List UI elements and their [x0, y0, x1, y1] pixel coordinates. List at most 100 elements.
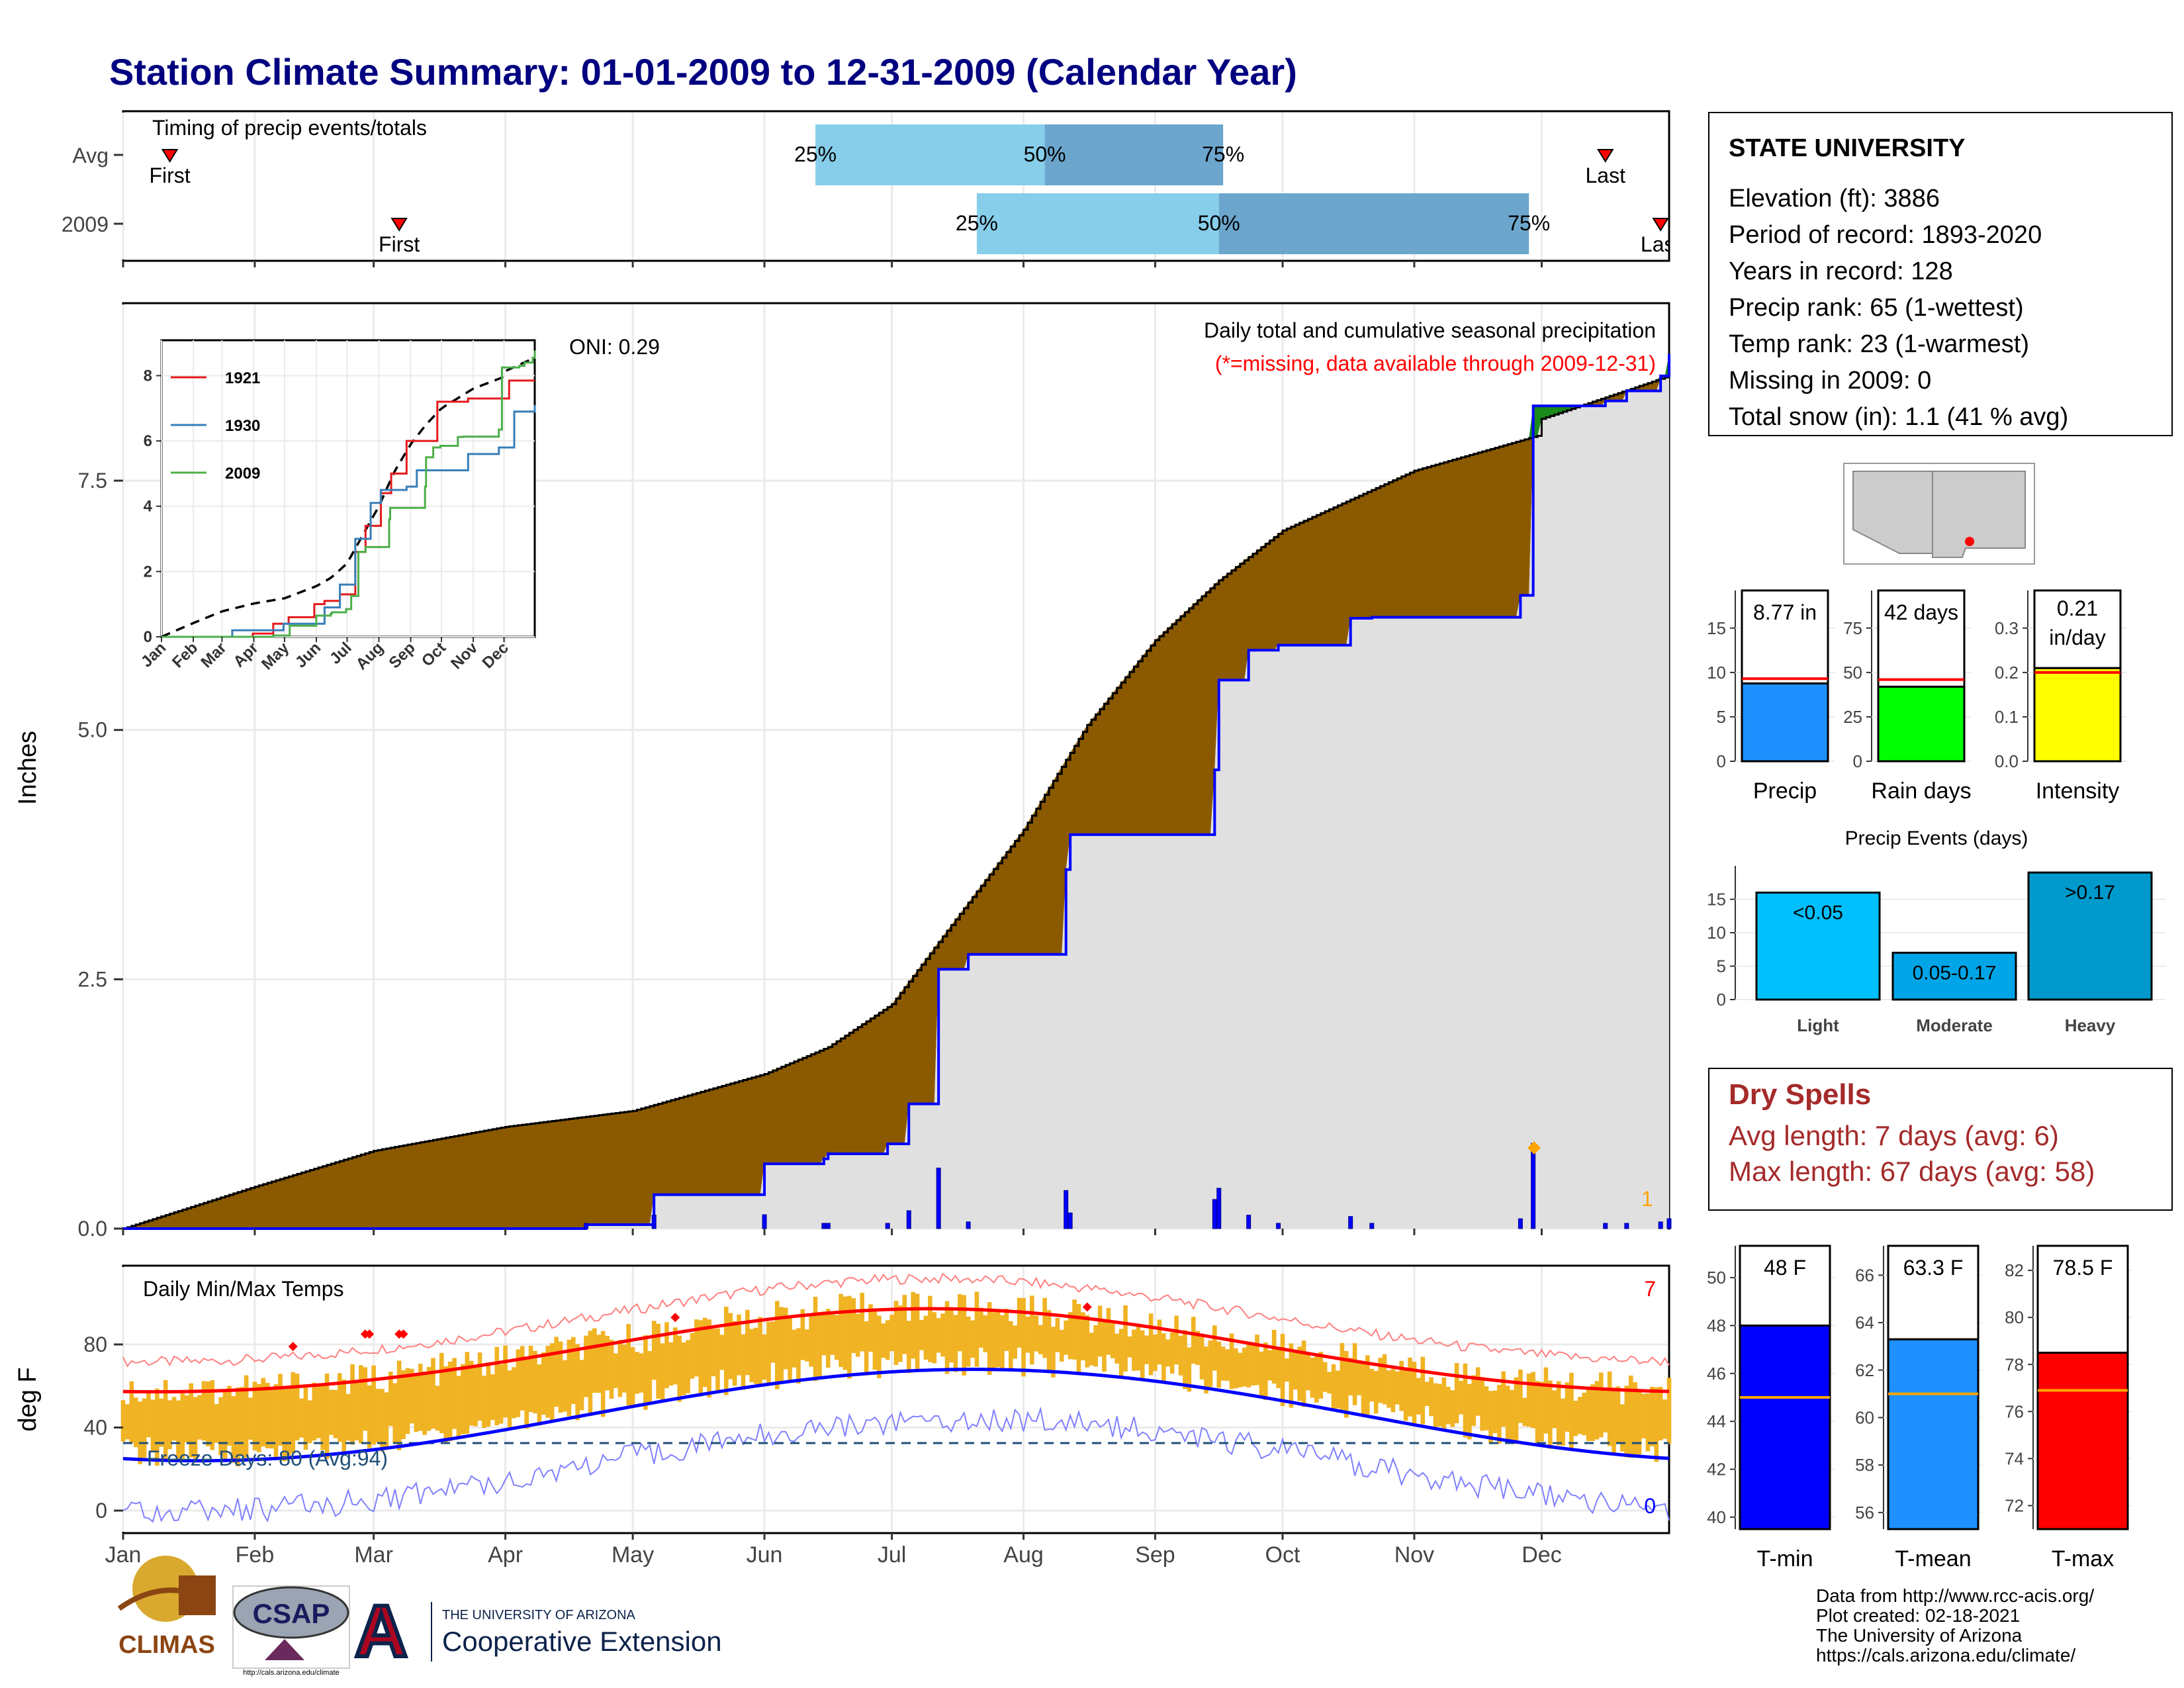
- timing-panel-label: Timing of precip events/totals: [152, 116, 427, 140]
- csap-logo-text: CSAP: [253, 1598, 330, 1629]
- daily-temp-bar: [1136, 1327, 1141, 1371]
- daily-temp-bar: [1561, 1398, 1565, 1446]
- daily-temp-bar: [1535, 1381, 1540, 1444]
- timing-bar-q25-q50: [976, 193, 1219, 254]
- daily-temp-bar: [860, 1292, 864, 1352]
- temp-stat-1-ytick-label: 58: [1855, 1455, 1874, 1475]
- precip-stat-1-category-label: Rain days: [1871, 778, 1971, 804]
- daily-temp-bar: [193, 1397, 198, 1459]
- month-label: Jan: [105, 1542, 142, 1568]
- daily-precip-bar: [762, 1214, 767, 1229]
- daily-temp-bar: [549, 1343, 555, 1423]
- daily-temp-bar: [482, 1376, 486, 1429]
- daily-temp-bar: [1153, 1334, 1158, 1372]
- daily-temp-bar: [745, 1309, 750, 1376]
- daily-temp-bar: [1641, 1393, 1646, 1438]
- temp-stat-0-ytick-label: 40: [1707, 1507, 1726, 1527]
- daily-temp-bar: [1250, 1342, 1255, 1386]
- daily-temp-bar: [345, 1393, 351, 1441]
- events-category-label: Light: [1797, 1015, 1839, 1035]
- daily-temp-bar: [898, 1305, 903, 1362]
- temp-stat-0-ytick-label: 44: [1707, 1411, 1726, 1431]
- daily-temp-bar: [1343, 1350, 1349, 1418]
- daily-temp-bar: [1539, 1382, 1544, 1442]
- daily-temp-bar: [1484, 1386, 1489, 1430]
- daily-temp-bar: [788, 1318, 792, 1383]
- daily-temp-bar: [668, 1342, 674, 1386]
- station-details: Elevation (ft): 3886 Period of record: 18…: [1729, 185, 2068, 431]
- daily-temp-bar: [1191, 1317, 1196, 1364]
- inset-legend-label: 1921: [225, 369, 260, 387]
- precip-stat-1-label-box: [1877, 589, 1966, 688]
- daily-temp-bar: [940, 1313, 945, 1357]
- daily-temp-bar: [1220, 1346, 1226, 1381]
- temp-stat-1-ytick-label: 62: [1855, 1360, 1874, 1380]
- daily-temp-bar: [851, 1298, 856, 1353]
- month-axis: Jan Feb Mar Apr May Jun Jul Aug Sep Oct Nov Dec: [105, 1533, 1562, 1568]
- daily-temp-bar: [176, 1400, 181, 1460]
- daily-temp-bar: [690, 1333, 695, 1379]
- daily-temp-bar: [1582, 1392, 1586, 1436]
- daily-temp-bar: [1076, 1303, 1081, 1376]
- daily-temp-bar: [125, 1404, 130, 1440]
- daily-temp-bar: [600, 1331, 606, 1417]
- daily-temp-bar: [1115, 1333, 1120, 1364]
- daily-precip-bar: [584, 1223, 589, 1229]
- temp-stat-2-bar: [2036, 1351, 2129, 1530]
- daily-temp-bar: [902, 1295, 907, 1354]
- precip-y-axis: 0.0 2.5 5.0 7.5: [78, 469, 123, 1241]
- daily-temp-bar: [163, 1380, 168, 1462]
- daily-temp-bar: [222, 1389, 228, 1460]
- daily-temp-bar: [1106, 1307, 1111, 1355]
- record-high-line: [122, 1272, 1670, 1368]
- daily-temp-bar: [567, 1339, 572, 1417]
- ua-logo-small: THE UNIVERSITY OF ARIZONA: [442, 1608, 636, 1622]
- daily-temp-bar: [957, 1294, 962, 1352]
- daily-temp-bar: [410, 1368, 414, 1424]
- daily-precip-bar: [1658, 1221, 1663, 1229]
- footer-credits: Data from http://www.rcc-acis.org/Plot c…: [1816, 1585, 2094, 1665]
- daily-precip-bar: [1369, 1223, 1375, 1229]
- daily-temp-bar: [1612, 1387, 1616, 1454]
- daily-temp-bar: [1620, 1404, 1625, 1452]
- temp-stat-0-label-box: [1739, 1244, 1831, 1327]
- temp-stat-2-label-box: [2036, 1244, 2129, 1354]
- daily-temp-bar: [1072, 1299, 1077, 1360]
- precip-stat-1-ytick-label: 50: [1843, 663, 1862, 682]
- inset-1930-line: [161, 404, 536, 638]
- daily-temp-bar: [970, 1320, 975, 1358]
- inset-ytick-label: 4: [144, 498, 153, 516]
- daily-temp-bar: [1408, 1357, 1412, 1417]
- footer-line: The University of Arizona: [1816, 1625, 2023, 1646]
- daily-temp-bar: [291, 1372, 296, 1453]
- daily-temp-bar: [1068, 1312, 1073, 1360]
- daily-temp-bar: [868, 1304, 873, 1352]
- daily-temp-bar: [1183, 1330, 1187, 1389]
- daily-precip-bar: [1348, 1216, 1353, 1229]
- daily-temp-bar: [473, 1366, 478, 1427]
- station-box-frame: [1708, 112, 2173, 436]
- daily-temp-bar: [614, 1353, 618, 1388]
- daily-temp-bar: [189, 1383, 193, 1458]
- daily-temp-bar: [694, 1319, 699, 1377]
- inset-legend-label: 1930: [225, 417, 260, 435]
- daily-temp-bar: [800, 1309, 805, 1360]
- freeze-days-label: Freeze Days: 80 (Avg:94): [147, 1446, 388, 1470]
- daily-temp-bar: [405, 1368, 410, 1434]
- station-detail-line: Missing in 2009: 0: [1729, 367, 1931, 395]
- daily-temp-bar: [893, 1301, 899, 1366]
- locator-map: [1843, 463, 2035, 565]
- footer-line: Data from http://www.rcc-acis.org/: [1816, 1585, 2094, 1606]
- daily-temp-bar: [159, 1398, 164, 1447]
- daily-temp-bar: [1412, 1362, 1417, 1424]
- daily-temp-bar: [201, 1381, 206, 1441]
- daily-temp-bar: [1017, 1297, 1022, 1348]
- precip-stat-2-value-label: 0.21: [2057, 596, 2098, 620]
- daily-temp-bar: [804, 1329, 809, 1362]
- daily-temp-bar: [1025, 1317, 1030, 1353]
- daily-temp-bar: [588, 1331, 593, 1417]
- daily-temp-bar: [1042, 1297, 1047, 1358]
- daily-temp-bar: [1645, 1393, 1651, 1452]
- month-label: Dec: [1522, 1542, 1561, 1568]
- daily-temp-bar: [1187, 1347, 1192, 1392]
